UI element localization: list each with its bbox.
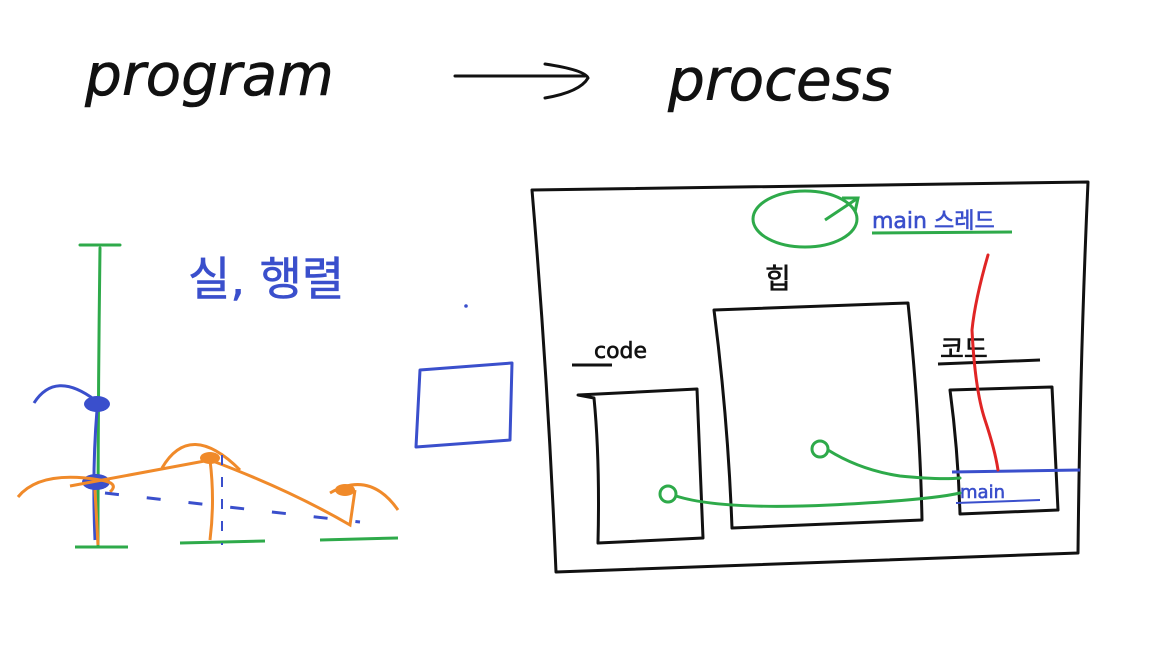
blue-hook-top (32, 384, 96, 404)
main-underline (955, 499, 1041, 504)
left-label: code (594, 339, 647, 364)
main-thread-circle (751, 189, 859, 249)
program-word: program (84, 41, 334, 109)
orange-line-2 (209, 458, 357, 528)
process-outer-box (530, 180, 1090, 574)
right-label-underline (937, 358, 1041, 366)
timeline-sketch: 실, 행렬 (16, 243, 468, 549)
blue-dot-note (464, 304, 468, 308)
green-ground-2 (179, 539, 266, 545)
left-note: 실, 행렬 (188, 252, 344, 306)
heap-label: 힙 (765, 262, 791, 295)
heap-node (810, 439, 830, 459)
orange-line-1 (69, 458, 214, 541)
orange-drop-1 (93, 489, 100, 546)
green-ground-3 (319, 536, 399, 542)
process-diagram: main 스레드 힙 code 코드 main (530, 180, 1090, 574)
orange-arc-2 (160, 443, 242, 472)
red-thread-line (970, 253, 1000, 472)
title-row: program process (84, 41, 893, 115)
top-label-underline (871, 230, 1013, 235)
blue-dashed-line (104, 491, 361, 524)
process-word: process (667, 46, 892, 114)
blue-axis-segment (92, 409, 99, 541)
top-label: main 스레드 (872, 209, 995, 234)
blue-stack-line (951, 468, 1081, 474)
code-node (658, 484, 678, 504)
green-connection-heap (826, 448, 962, 481)
blue-dot-top (84, 396, 110, 412)
arrow-head (543, 62, 590, 100)
orange-dot-3 (335, 484, 355, 496)
right-label: 코드 (940, 335, 988, 365)
blue-square (414, 361, 514, 449)
green-connection-code (674, 491, 962, 508)
main-label: main (960, 482, 1005, 503)
heap-box (712, 301, 924, 530)
main-thread-arrow (824, 196, 860, 222)
stack-box (948, 385, 1060, 516)
code-box (576, 387, 705, 545)
